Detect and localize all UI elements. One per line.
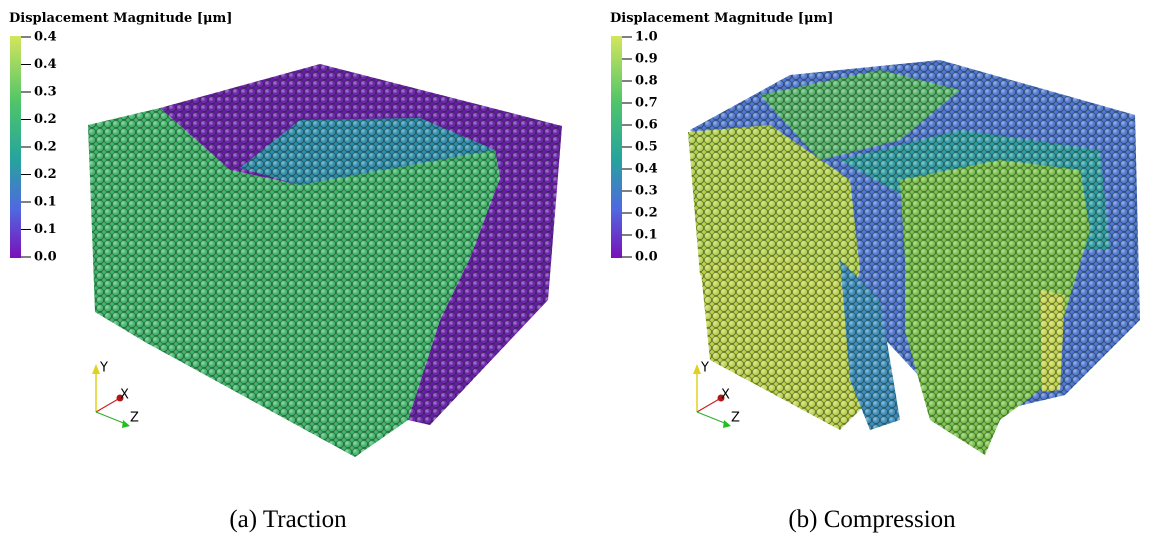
axis-z xyxy=(95,411,127,425)
axis-label: Z xyxy=(130,411,139,426)
axis-x-head xyxy=(116,394,124,402)
colorbar-tick-label: 0.2 xyxy=(34,167,57,182)
colorbar-tick-label: 0.4 xyxy=(34,57,57,72)
colorbar-tick-label: 0.2 xyxy=(635,206,658,221)
particle-texture xyxy=(760,70,960,160)
colorbar-tick-label: 0.9 xyxy=(635,52,658,67)
particle-texture xyxy=(240,118,495,185)
particle-texture xyxy=(88,108,500,457)
caption: (b) Compression xyxy=(788,506,956,533)
colorbar-tick-label: 0.1 xyxy=(34,195,57,210)
colorbar-tick-label: 0.7 xyxy=(635,96,658,111)
colorbar-title: Displacement Magnitude [μm] xyxy=(610,11,833,26)
colorbar-tick-label: 0.0 xyxy=(34,250,57,265)
colorbar-tick-label: 0.4 xyxy=(34,30,57,45)
axis-label: Y xyxy=(700,361,709,376)
axis-label: X xyxy=(120,388,129,403)
colorbar xyxy=(10,36,21,258)
colorbar-tick-label: 0.3 xyxy=(34,85,57,100)
axis-x xyxy=(95,397,121,413)
colorbar-tick-label: 0.4 xyxy=(635,162,658,177)
colorbar-tick-label: 0.2 xyxy=(34,140,57,155)
colorbar-tick-label: 0.3 xyxy=(635,184,658,199)
colorbar-tick-label: 0.1 xyxy=(34,222,57,237)
caption: (a) Traction xyxy=(229,506,347,533)
colorbar-tick-label: 1.0 xyxy=(635,30,658,45)
particle-texture xyxy=(840,260,900,430)
axis-z-head xyxy=(122,420,130,428)
colorbar-tick-label: 0.6 xyxy=(635,118,658,133)
axis-y-head xyxy=(693,364,701,374)
axis-z-head xyxy=(723,420,731,428)
colorbar xyxy=(611,36,622,258)
panel: Displacement Magnitude [μm] 1.0 0.9 0.8 0.7 0… xyxy=(610,11,956,533)
colorbar-tick-label: 0.0 xyxy=(635,250,658,265)
axis-label: Y xyxy=(99,361,108,376)
axis-label: X xyxy=(721,388,730,403)
axis-y-head xyxy=(92,364,100,374)
particle-texture xyxy=(1040,290,1065,392)
particle-texture xyxy=(700,255,870,430)
colorbar-tick-label: 0.1 xyxy=(635,228,658,243)
colorbar-tick-label: 0.2 xyxy=(34,112,57,127)
colorbar-tick-label: 0.5 xyxy=(635,140,658,155)
axis-label: Z xyxy=(731,411,740,426)
colorbar-title: Displacement Magnitude [μm] xyxy=(9,11,232,26)
axis-x xyxy=(696,397,722,413)
axis-x-head xyxy=(717,394,725,402)
panel: Displacement Magnitude [μm] 0.4 0.4 0.3 0.2 0… xyxy=(9,11,347,533)
colorbar-tick-label: 0.8 xyxy=(635,74,658,89)
axis-z xyxy=(696,411,728,425)
